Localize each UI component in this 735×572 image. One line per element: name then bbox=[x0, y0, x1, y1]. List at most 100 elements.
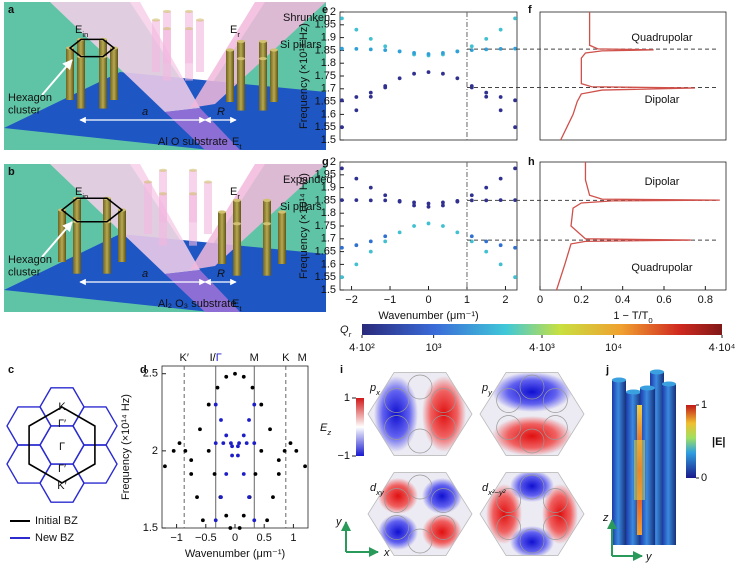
data-point bbox=[247, 418, 251, 422]
bz-point: K′ bbox=[57, 480, 66, 492]
data-point bbox=[397, 230, 402, 235]
data-point bbox=[265, 518, 270, 523]
pillar-top bbox=[144, 180, 152, 184]
y-tick-label: 1.6 bbox=[321, 258, 336, 270]
field-lobe bbox=[486, 484, 522, 544]
y-tick-label: 1.55 bbox=[315, 271, 336, 283]
annotation: Dipolar bbox=[645, 94, 680, 106]
text-part: E bbox=[75, 24, 82, 36]
colorbar-tick-label: 4·10³ bbox=[529, 342, 555, 354]
pillar-outline bbox=[384, 515, 409, 540]
field-lobe bbox=[422, 376, 466, 452]
pillar-outline bbox=[496, 488, 521, 513]
data-point bbox=[163, 464, 167, 469]
data-point bbox=[241, 374, 246, 379]
pillar bbox=[185, 28, 193, 81]
data-point bbox=[213, 518, 218, 523]
field-lobe bbox=[374, 376, 418, 452]
cluster-arrow bbox=[41, 221, 73, 258]
pillar bbox=[270, 50, 278, 102]
x-tick-label: 0 bbox=[232, 532, 238, 544]
x-tick-label: 0.6 bbox=[656, 294, 671, 306]
text-part: I/ bbox=[210, 352, 217, 364]
field-lobe bbox=[492, 372, 572, 412]
data-point bbox=[241, 513, 246, 518]
data-point bbox=[340, 198, 344, 203]
y-tick-label: 1.55 bbox=[315, 121, 336, 133]
colorbar-tick-label: 10⁴ bbox=[605, 342, 622, 354]
x-tick-label: 0 bbox=[537, 294, 543, 306]
data-point bbox=[498, 262, 503, 267]
x-tick-label: −2 bbox=[345, 294, 358, 306]
y-tick-label: 1.65 bbox=[315, 96, 336, 108]
data-point bbox=[498, 176, 503, 181]
panel-letter: j bbox=[605, 364, 609, 376]
text-part: d bbox=[482, 482, 489, 494]
data-point bbox=[513, 125, 517, 130]
radius-label: R bbox=[217, 268, 225, 280]
data-point bbox=[441, 51, 445, 55]
data-point bbox=[469, 85, 474, 90]
pillar-top bbox=[159, 168, 167, 172]
data-point bbox=[383, 234, 388, 239]
data-point bbox=[276, 472, 281, 476]
pillar bbox=[662, 384, 676, 545]
pillar bbox=[218, 212, 226, 264]
pillar-top bbox=[204, 180, 212, 184]
plot-frame bbox=[539, 161, 727, 291]
data-point bbox=[236, 453, 240, 458]
data-point bbox=[241, 472, 246, 476]
pillar-outline bbox=[496, 388, 521, 413]
text-part: r bbox=[237, 30, 240, 39]
point-label: M bbox=[298, 352, 307, 364]
text-part: 0 bbox=[648, 316, 652, 325]
data-point bbox=[383, 85, 388, 90]
legend-label: Initial BZ bbox=[35, 515, 78, 527]
data-point bbox=[426, 201, 431, 206]
incident-label: Ein bbox=[75, 24, 88, 39]
pillar-outline bbox=[384, 488, 409, 513]
data-point bbox=[206, 448, 211, 453]
pillar bbox=[237, 58, 245, 111]
mode-label: px bbox=[369, 382, 381, 397]
data-point bbox=[513, 98, 517, 103]
reflected-beam bbox=[190, 2, 326, 108]
data-point bbox=[236, 444, 240, 449]
axis-label: x bbox=[383, 547, 390, 559]
data-point bbox=[455, 199, 460, 203]
pillar-outline bbox=[407, 528, 433, 554]
pillar-top bbox=[278, 210, 286, 214]
data-point bbox=[229, 441, 233, 446]
y-tick-label: 1.8 bbox=[321, 207, 336, 219]
transmitted-label: Et bbox=[232, 136, 242, 151]
data-point bbox=[253, 472, 258, 476]
data-point bbox=[244, 441, 249, 446]
data-point bbox=[183, 448, 188, 453]
text-part: cluster bbox=[8, 267, 41, 279]
data-point bbox=[383, 44, 388, 49]
field-map bbox=[480, 472, 584, 556]
x-tick-label: 2 bbox=[502, 294, 508, 306]
data-point bbox=[397, 76, 402, 81]
radius-label: R bbox=[217, 106, 225, 118]
text-part: E bbox=[232, 298, 239, 310]
data-point bbox=[237, 526, 242, 530]
pillar bbox=[152, 20, 160, 72]
y-tick-label: 1.7 bbox=[321, 83, 336, 95]
pillar-outline bbox=[543, 488, 568, 513]
panel-letter: a bbox=[8, 4, 15, 16]
pillar-outline bbox=[519, 374, 545, 400]
data-point bbox=[469, 44, 474, 49]
panel-letter: d bbox=[140, 364, 147, 376]
pillar bbox=[159, 193, 167, 246]
colorbar bbox=[362, 324, 722, 335]
lattice-label: a bbox=[142, 268, 148, 280]
pillars-label: Si pillars bbox=[280, 39, 322, 51]
axis-label: z bbox=[602, 512, 609, 524]
reflected-label: Er bbox=[230, 24, 240, 39]
data-point bbox=[498, 27, 503, 32]
data-point bbox=[368, 36, 373, 41]
data-point bbox=[441, 71, 445, 76]
pillar bbox=[640, 388, 655, 545]
